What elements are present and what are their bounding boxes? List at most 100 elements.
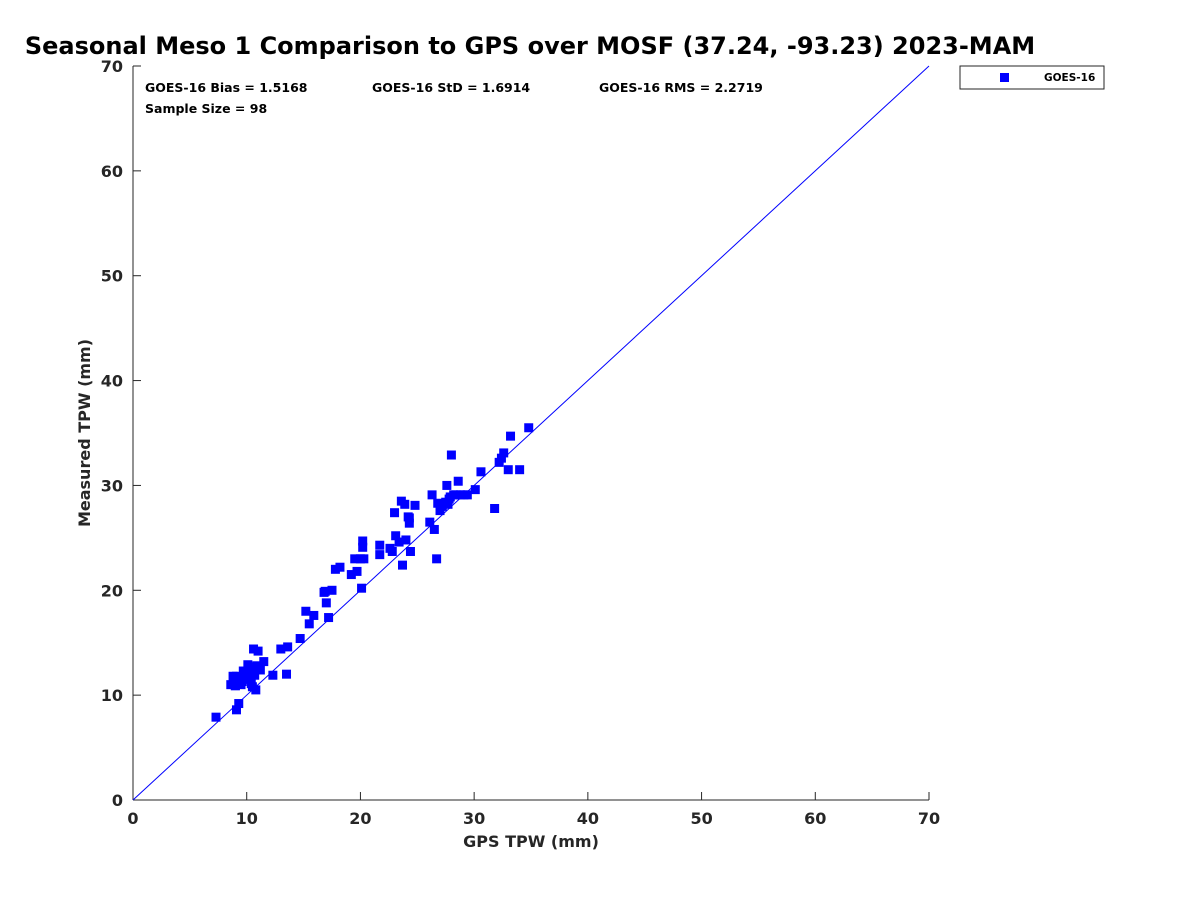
data-point <box>394 537 404 547</box>
data-point <box>506 431 516 441</box>
data-point <box>249 644 259 654</box>
x-tick-label: 10 <box>236 809 258 828</box>
data-point <box>234 699 244 709</box>
x-tick-label: 30 <box>463 809 485 828</box>
data-point <box>375 550 385 560</box>
data-point <box>515 465 525 475</box>
data-point <box>442 480 452 490</box>
data-point <box>244 672 254 682</box>
data-point <box>295 634 305 644</box>
y-axis-label: Measured TPW (mm) <box>75 339 94 527</box>
data-point <box>358 536 368 546</box>
data-point <box>410 500 420 510</box>
data-point <box>432 554 442 564</box>
data-point <box>304 619 314 629</box>
data-point <box>327 585 337 595</box>
y-tick-label: 50 <box>101 267 123 286</box>
data-point <box>404 518 414 528</box>
data-point <box>476 467 486 477</box>
data-point <box>462 490 472 500</box>
y-tick-label: 60 <box>101 162 123 181</box>
legend-label-goes16: GOES-16 <box>1044 72 1095 84</box>
data-point <box>282 669 292 679</box>
x-tick-label: 60 <box>804 809 826 828</box>
legend-marker-square <box>1000 73 1009 82</box>
data-point <box>357 583 367 593</box>
data-point <box>433 498 443 508</box>
x-tick-label: 20 <box>349 809 371 828</box>
data-point <box>352 566 362 576</box>
y-tick-label: 70 <box>101 57 123 76</box>
stat-std: GOES-16 StD = 1.6914 <box>372 80 530 95</box>
data-point <box>444 494 454 504</box>
data-point <box>276 644 286 654</box>
data-point <box>503 465 513 475</box>
chart-title: Seasonal Meso 1 Comparison to GPS over M… <box>25 32 1035 60</box>
y-tick-label: 40 <box>101 372 123 391</box>
data-point <box>390 508 400 518</box>
data-point <box>524 423 534 433</box>
data-point <box>346 570 356 580</box>
data-point <box>405 546 415 556</box>
y-tick-label: 20 <box>101 581 123 600</box>
y-tick-label: 0 <box>112 791 123 810</box>
x-axis-label: GPS TPW (mm) <box>463 832 599 851</box>
data-point <box>330 564 340 574</box>
stat-bias: GOES-16 Bias = 1.5168 <box>145 80 307 95</box>
data-point <box>231 671 241 681</box>
legend-box <box>959 65 1105 90</box>
data-point <box>359 554 369 564</box>
y-axis-ticks: 0 10 20 30 40 50 60 70 <box>101 57 141 810</box>
data-point <box>451 490 461 500</box>
data-point <box>230 681 240 691</box>
data-point <box>446 450 456 460</box>
data-point <box>400 499 410 509</box>
data-point <box>391 531 401 541</box>
stat-sample-size: Sample Size = 98 <box>145 101 267 116</box>
legend: GOES-16 <box>959 65 1105 90</box>
data-point <box>499 448 509 458</box>
data-point <box>427 490 437 500</box>
data-point <box>490 503 500 513</box>
data-point <box>496 453 506 463</box>
y-tick-label: 30 <box>101 476 123 495</box>
data-point <box>398 560 408 570</box>
data-point <box>268 670 278 680</box>
data-point <box>301 606 311 616</box>
x-tick-label: 70 <box>918 809 940 828</box>
data-point <box>283 642 293 652</box>
data-point <box>231 705 241 715</box>
data-point <box>401 535 411 545</box>
data-point <box>324 613 334 623</box>
one-to-one-line <box>132 65 930 801</box>
data-points-goes16 <box>211 423 534 722</box>
data-point <box>247 682 257 692</box>
stat-rms: GOES-16 RMS = 2.2719 <box>599 80 763 95</box>
x-tick-label: 50 <box>690 809 712 828</box>
data-point <box>425 517 435 527</box>
data-point <box>245 662 255 672</box>
data-point <box>253 646 263 656</box>
data-point <box>237 677 247 687</box>
data-point <box>429 524 439 534</box>
data-point <box>250 670 260 680</box>
data-point <box>252 664 262 674</box>
data-point <box>335 562 345 572</box>
data-point <box>320 586 330 596</box>
data-point <box>375 540 385 550</box>
y-tick-label: 10 <box>101 686 123 705</box>
data-point <box>321 598 331 608</box>
data-point <box>387 546 397 556</box>
x-axis-ticks: 0 10 20 30 40 50 60 70 <box>127 792 940 828</box>
data-point <box>443 499 453 509</box>
data-point <box>453 476 463 486</box>
data-point <box>309 610 319 620</box>
data-point <box>358 542 368 552</box>
data-point <box>211 712 221 722</box>
data-point <box>259 657 269 667</box>
data-point <box>404 513 414 523</box>
x-tick-label: 40 <box>577 809 599 828</box>
data-point <box>470 485 480 495</box>
